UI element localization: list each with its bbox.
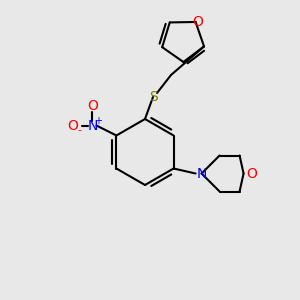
Text: N: N xyxy=(196,167,207,181)
Text: O: O xyxy=(246,167,257,181)
Text: +: + xyxy=(94,116,102,127)
Text: -: - xyxy=(77,125,81,136)
Text: O: O xyxy=(67,118,78,133)
Text: O: O xyxy=(192,15,203,29)
Text: S: S xyxy=(148,90,158,104)
Text: N: N xyxy=(87,118,98,133)
Text: O: O xyxy=(87,98,98,112)
